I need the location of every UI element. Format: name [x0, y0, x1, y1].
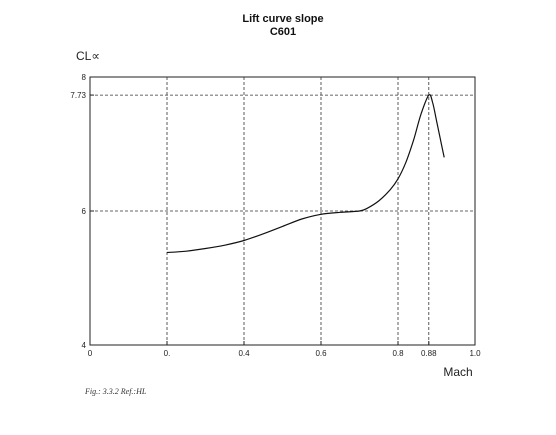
y-tick-label: 4: [82, 341, 87, 350]
tick-labels: 0 0. 0.4 0.6 0.8 0.88 1.0 4 6 7.73 8: [70, 73, 481, 358]
x-tick-label: 1.0: [469, 349, 481, 358]
x-tick-label: 0: [88, 349, 93, 358]
y-tick-label: 6: [82, 207, 87, 216]
series-layer: [166, 94, 445, 254]
chart-title: Lift curve slope: [242, 13, 323, 25]
lift-curve-line: [166, 94, 445, 254]
figure-caption: Fig.: 3.3.2 Ref.:HL: [84, 387, 147, 396]
chart-subtitle: C601: [270, 26, 296, 38]
y-axis-label: CL∝: [76, 49, 100, 63]
x-tick-label: 0.88: [421, 349, 437, 358]
x-tick-label: 0.: [164, 349, 171, 358]
x-tick-label: 0.8: [392, 349, 404, 358]
y-tick-label: 7.73: [70, 91, 86, 100]
x-axis-label: Mach: [443, 365, 472, 379]
y-tick-label: 8: [82, 73, 87, 82]
x-tick-label: 0.4: [238, 349, 250, 358]
grid-lines: [90, 77, 475, 345]
x-tick-label: 0.6: [315, 349, 327, 358]
